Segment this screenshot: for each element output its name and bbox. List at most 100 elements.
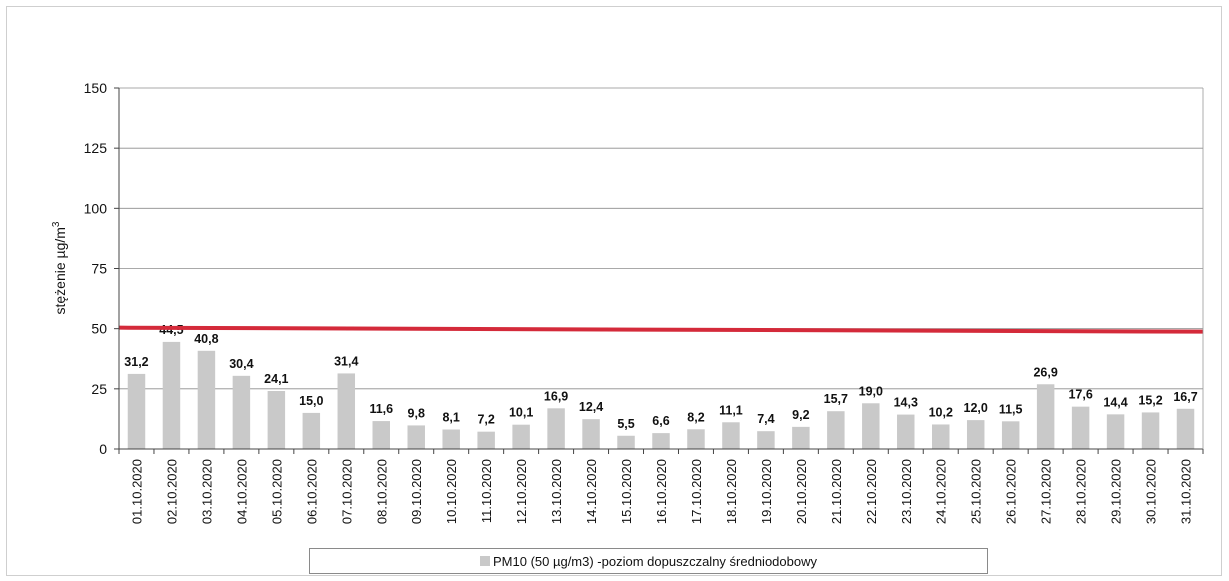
bar — [862, 403, 880, 449]
x-tick-label: 05.10.2020 — [269, 459, 284, 524]
bar — [267, 390, 286, 449]
bar — [652, 433, 670, 449]
data-label: 31,4 — [334, 354, 358, 368]
data-label: 44,5 — [159, 323, 183, 337]
bar — [1036, 384, 1055, 449]
x-tick-label: 26.10.2020 — [1004, 459, 1019, 524]
bar — [582, 419, 600, 449]
data-label: 31,2 — [124, 355, 148, 369]
reference-line-group — [118, 325, 1204, 334]
x-tick-label: 27.10.2020 — [1039, 459, 1054, 524]
bar — [337, 373, 356, 449]
x-tick-label: 18.10.2020 — [724, 459, 739, 524]
legend: PM10 (50 µg/m3) -poziom dopuszczalny śre… — [309, 548, 988, 574]
y-axis-label: stężenie µg/m3 — [51, 221, 68, 314]
bar — [372, 421, 390, 449]
y-tick-label: 25 — [91, 381, 107, 397]
y-tick-label: 150 — [84, 80, 108, 96]
bar — [162, 341, 181, 449]
data-label: 12,4 — [579, 400, 603, 414]
data-label: 15,7 — [824, 392, 848, 406]
x-tick-label: 07.10.2020 — [339, 459, 354, 524]
bar — [477, 431, 495, 449]
data-label: 10,1 — [509, 406, 533, 420]
data-label: 10,2 — [929, 405, 953, 419]
data-label: 11,6 — [369, 402, 393, 416]
bar — [966, 420, 985, 449]
data-label: 7,2 — [477, 413, 494, 427]
x-tick-label: 15.10.2020 — [619, 459, 634, 524]
legend-label: PM10 (50 µg/m3) -poziom dopuszczalny śre… — [493, 553, 817, 569]
x-tick-label: 01.10.2020 — [129, 459, 144, 524]
x-tick-label: 04.10.2020 — [234, 459, 249, 524]
bar — [1141, 412, 1160, 449]
x-tick-label: 12.10.2020 — [514, 459, 529, 524]
bar — [1071, 406, 1090, 449]
bar — [617, 435, 635, 449]
chart-frame — [6, 6, 1222, 576]
bar — [232, 375, 251, 449]
bar — [407, 425, 425, 449]
data-label: 16,7 — [1173, 390, 1197, 404]
data-label: 9,8 — [408, 406, 425, 420]
bar — [932, 424, 950, 449]
x-tick-label: 25.10.2020 — [969, 459, 984, 524]
x-tick-label: 19.10.2020 — [759, 459, 774, 524]
data-label: 15,0 — [299, 394, 323, 408]
x-tick-label: 17.10.2020 — [689, 459, 704, 524]
x-tick-label: 21.10.2020 — [829, 459, 844, 524]
data-labels: 31,2 44,5 40,8 30,4 24,1 15,0 31,4 11,6 9,8 8,1 7,… — [124, 323, 1197, 431]
bar — [1106, 414, 1125, 449]
x-tick-label: 10.10.2020 — [444, 459, 459, 524]
data-label: 11,1 — [719, 403, 743, 417]
x-tick-label: 22.10.2020 — [864, 459, 879, 524]
bar — [897, 414, 915, 449]
x-tick-labels: 01.10.2020 02.10.2020 03.10.2020 04.10.2020… — [118, 449, 1204, 524]
data-label: 8,1 — [442, 411, 459, 425]
data-label: 30,4 — [229, 357, 253, 371]
bar — [687, 429, 705, 449]
x-tick-label: 08.10.2020 — [374, 459, 389, 524]
y-tick-label: 100 — [84, 200, 108, 216]
data-label: 8,2 — [687, 410, 704, 424]
bars — [127, 341, 1195, 449]
data-label: 14,4 — [1103, 395, 1127, 409]
bar — [512, 424, 530, 449]
x-tick-label: 06.10.2020 — [304, 459, 319, 524]
bar — [1001, 421, 1020, 449]
data-label: 14,3 — [894, 396, 918, 410]
gridlines — [119, 87, 1203, 390]
y-tick-labels: 0 25 50 75 100 125 150 — [84, 80, 119, 457]
bar — [827, 411, 845, 449]
data-label: 16,9 — [544, 389, 568, 403]
x-tick-label: 30.10.2020 — [1144, 459, 1159, 524]
x-tick-label: 29.10.2020 — [1109, 459, 1124, 524]
data-label: 9,2 — [792, 408, 809, 422]
bar — [792, 426, 810, 449]
bar — [547, 408, 565, 449]
x-tick-label: 11.10.2020 — [479, 459, 494, 523]
x-tick-label: 13.10.2020 — [549, 459, 564, 524]
bar — [757, 431, 775, 449]
data-label: 17,6 — [1068, 388, 1092, 402]
data-label: 26,9 — [1033, 365, 1057, 379]
x-tick-label: 20.10.2020 — [794, 459, 809, 524]
bar — [302, 412, 321, 449]
data-label: 19,0 — [859, 384, 883, 398]
x-tick-label: 09.10.2020 — [409, 459, 424, 524]
data-label: 40,8 — [194, 332, 218, 346]
x-tick-label: 31.10.2020 — [1179, 459, 1194, 524]
data-label: 6,6 — [652, 414, 669, 428]
x-tick-label: 16.10.2020 — [654, 459, 669, 524]
x-tick-label: 02.10.2020 — [164, 459, 179, 524]
x-tick-label: 23.10.2020 — [899, 459, 914, 524]
data-label: 12,0 — [964, 401, 988, 415]
data-label: 11,5 — [999, 402, 1023, 416]
y-tick-label: 75 — [91, 261, 107, 277]
data-label: 24,1 — [264, 372, 288, 386]
bar — [1176, 408, 1195, 449]
bar — [197, 350, 216, 449]
bar — [127, 373, 146, 449]
y-tick-label: 125 — [84, 140, 108, 156]
